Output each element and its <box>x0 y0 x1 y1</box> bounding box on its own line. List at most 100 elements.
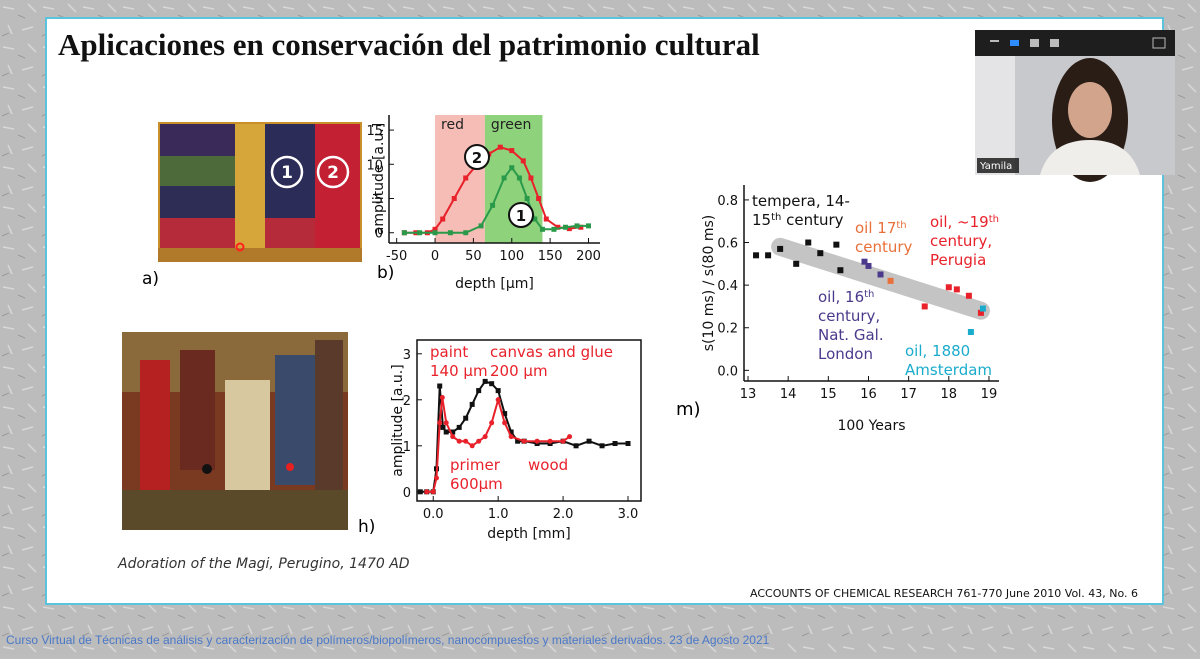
region <box>435 115 485 243</box>
painting-sample: 1 2 <box>158 122 362 262</box>
x-tick-label: 14 <box>780 387 797 402</box>
annotation: 15th century <box>752 211 844 229</box>
data-point <box>401 230 407 236</box>
data-point <box>502 420 508 426</box>
data-point <box>977 309 984 316</box>
data-point <box>578 224 584 230</box>
data-point <box>463 438 469 444</box>
annotation-part: th <box>771 212 781 223</box>
data-point <box>534 438 540 444</box>
data-point <box>495 388 501 394</box>
slide-title: Aplicaciones en conservación del patrimo… <box>58 27 760 62</box>
data-point <box>450 434 456 440</box>
annotation-part: century <box>781 211 843 229</box>
annotation-part: oil, 1880 <box>905 342 970 360</box>
annotation: 600μm <box>450 475 503 493</box>
y-tick-label: 15 <box>366 124 383 139</box>
annotation-part: 2 <box>472 149 482 167</box>
data-point <box>560 438 566 444</box>
data-point <box>753 252 760 259</box>
data-point <box>417 489 423 495</box>
data-point <box>440 216 446 222</box>
data-point <box>450 429 456 435</box>
view-button[interactable] <box>1010 40 1019 46</box>
annotation-part: century, <box>818 307 880 325</box>
data-point <box>515 438 521 444</box>
annotation: 140 μm <box>430 362 488 380</box>
citation: ACCOUNTS OF CHEMICAL RESEARCH 761-770 Ju… <box>750 587 1138 600</box>
annotation-part: th <box>896 220 906 231</box>
data-point <box>439 395 445 400</box>
x-tick-label: 16 <box>860 387 877 402</box>
annotation-part: th <box>864 289 874 300</box>
data-point <box>478 223 484 229</box>
data-point <box>625 441 631 446</box>
painting-image <box>122 332 348 530</box>
view-button[interactable] <box>1050 39 1059 47</box>
data-point <box>543 216 549 222</box>
annotation: tempera, 14- <box>752 192 850 210</box>
data-point <box>508 434 514 440</box>
plot-frame <box>416 339 642 502</box>
y-tick-label: 1 <box>403 440 411 455</box>
panel-label: h) <box>358 517 375 537</box>
data-point <box>965 292 972 299</box>
annotation-part: paint <box>430 343 468 361</box>
y-axis-label: amplitude [a.u.] <box>390 364 406 476</box>
x-tick-label: 19 <box>981 387 998 402</box>
x-tick-label: 3.0 <box>618 507 639 522</box>
data-point <box>463 415 469 421</box>
x-tick-label: 0.0 <box>423 507 444 522</box>
data-point <box>495 397 501 403</box>
data-point <box>482 378 488 384</box>
data-point <box>463 230 469 236</box>
annotation: oil, 16th <box>818 288 874 306</box>
annotation: London <box>818 345 873 363</box>
data-point <box>555 224 561 230</box>
annotation-part: 1 <box>516 207 526 225</box>
data-point <box>430 489 436 495</box>
data-point <box>573 443 579 449</box>
data-point <box>443 429 449 435</box>
data-point <box>585 223 591 229</box>
x-tick-label: 50 <box>465 249 482 264</box>
data-point <box>417 230 423 236</box>
y-tick-label: 10 <box>366 158 383 173</box>
data-point <box>508 429 514 435</box>
annotation: wood <box>528 456 568 474</box>
data-point <box>551 226 557 232</box>
y-tick-label: 0.6 <box>717 237 738 252</box>
data-point <box>566 226 572 232</box>
view-button[interactable] <box>1030 39 1039 47</box>
region-label: green <box>491 117 531 133</box>
painting-label: 2 <box>327 163 339 183</box>
y-tick-label: 0.2 <box>717 322 738 337</box>
x-axis-label: depth [μm] <box>455 276 534 292</box>
data-point <box>482 434 488 440</box>
annotation-part: century, <box>930 232 992 250</box>
annotation-part: primer <box>450 456 501 474</box>
x-axis-label: 100 Years <box>837 418 905 434</box>
y-tick-label: 3 <box>403 348 411 363</box>
data-point <box>877 271 884 278</box>
annotation: paint <box>430 343 468 361</box>
data-point <box>586 438 592 444</box>
annotation: Amsterdam <box>905 361 992 379</box>
annotation: century <box>855 238 913 256</box>
annotation: century, <box>930 232 992 250</box>
video-tile: Yamila <box>975 30 1175 182</box>
annotation-part: oil 17 <box>855 219 896 237</box>
x-axis-label: depth [mm] <box>487 526 570 542</box>
annotation: oil, ~19th <box>930 213 999 231</box>
annotation-part: tempera, 14- <box>752 192 850 210</box>
data-point <box>501 175 507 181</box>
data-point <box>451 196 457 202</box>
data-point <box>765 252 772 259</box>
data-point <box>921 303 928 310</box>
data-point <box>432 226 438 232</box>
participant-name: Yamila <box>979 161 1012 172</box>
x-tick-label: 150 <box>538 249 563 264</box>
view-button[interactable] <box>1152 37 1166 49</box>
data-point <box>536 196 542 202</box>
